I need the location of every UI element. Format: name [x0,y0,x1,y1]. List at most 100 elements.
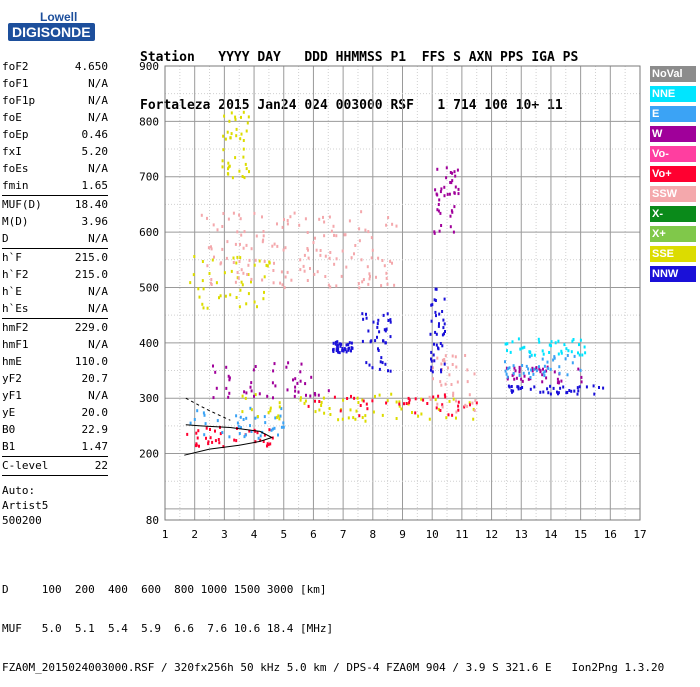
echo-point [314,399,316,403]
echo-point [254,365,257,368]
x-tick-label: 8 [370,528,377,541]
echo-point [570,350,573,354]
echo-point [280,407,283,411]
param-value: 20.0 [81,406,109,419]
echo-point [261,240,264,244]
echo-point [475,401,478,405]
echo-point [209,428,211,431]
echo-point [370,256,373,260]
echo-point [510,389,513,393]
echo-point [218,441,221,445]
param-row: M(D) 3.96 [2,213,108,230]
echo-point [368,363,371,367]
legend-item-noval: NoVal [650,66,696,82]
echo-point [247,115,250,119]
echo-point [529,350,532,354]
param-name: yF1 [2,389,22,402]
echo-point [270,428,273,432]
echo-point [385,271,388,275]
param-name: yF2 [2,372,22,385]
echo-point [389,318,392,322]
echo-point [365,312,367,316]
echo-point [240,426,242,430]
echo-point [440,224,443,227]
echo-point [272,269,275,272]
echo-point [341,249,344,253]
echo-point [389,320,392,324]
param-value: N/A [88,389,108,402]
echo-point [282,425,285,429]
echo-point [455,410,458,414]
echo-point [365,361,368,365]
legend-item-vo-: Vo+ [650,166,696,182]
echo-point [372,410,375,414]
echo-point [364,414,367,418]
echo-point [228,391,231,395]
param-name: foE [2,111,22,124]
echo-point [443,332,445,336]
echo-point [243,230,246,234]
echo-point [232,256,235,260]
echo-point [504,342,507,346]
param-value: 3.96 [81,215,109,228]
echo-point [360,210,363,214]
echo-point [224,137,227,141]
echo-point [456,168,459,172]
echo-point [408,401,411,405]
echo-point [197,287,200,291]
echo-point [436,167,439,171]
echo-point [335,257,338,261]
echo-point [535,366,538,369]
echo-point [444,395,447,399]
echo-point [381,413,384,417]
echo-point [254,440,257,444]
plot-frame [164,65,641,521]
echo-point [240,115,242,119]
echo-point [420,412,423,416]
echo-point [332,347,335,351]
echo-point [246,273,249,276]
echo-point [443,362,446,366]
param-name: foEs [2,162,29,175]
echo-point [237,424,240,428]
echo-point [271,436,274,440]
echo-point [196,409,199,413]
echo-point [303,401,306,405]
echo-point [333,395,336,399]
echo-point [341,347,344,350]
echo-point [207,246,210,250]
echo-point [389,335,392,339]
echo-point [527,377,530,381]
echo-point [205,436,207,440]
param-separator [2,195,108,196]
echo-point [437,209,440,213]
echo-point [528,355,531,359]
echo-point [322,215,324,219]
echo-point [339,409,342,413]
echo-point [452,394,455,398]
echo-point [236,255,239,259]
echo-point [271,244,274,248]
echo-point [309,394,312,398]
echo-point [471,401,474,405]
echo-point [552,386,555,390]
echo-point [350,394,352,398]
echo-point [430,368,432,372]
param-value: N/A [88,338,108,351]
echo-point [453,170,456,174]
echo-point [228,435,231,439]
x-tick-label: 14 [544,528,558,541]
echo-point [454,185,457,189]
echo-point [444,382,447,386]
echo-point [436,356,439,360]
echo-point [272,396,274,400]
echo-point [579,338,582,342]
echo-point [349,408,352,412]
param-name: B0 [2,423,16,436]
echo-point [441,310,444,313]
echo-point [211,440,214,444]
echo-point [565,391,568,395]
echo-point [550,340,553,344]
echo-point [361,312,364,316]
y-tick-label: 500 [139,281,159,294]
